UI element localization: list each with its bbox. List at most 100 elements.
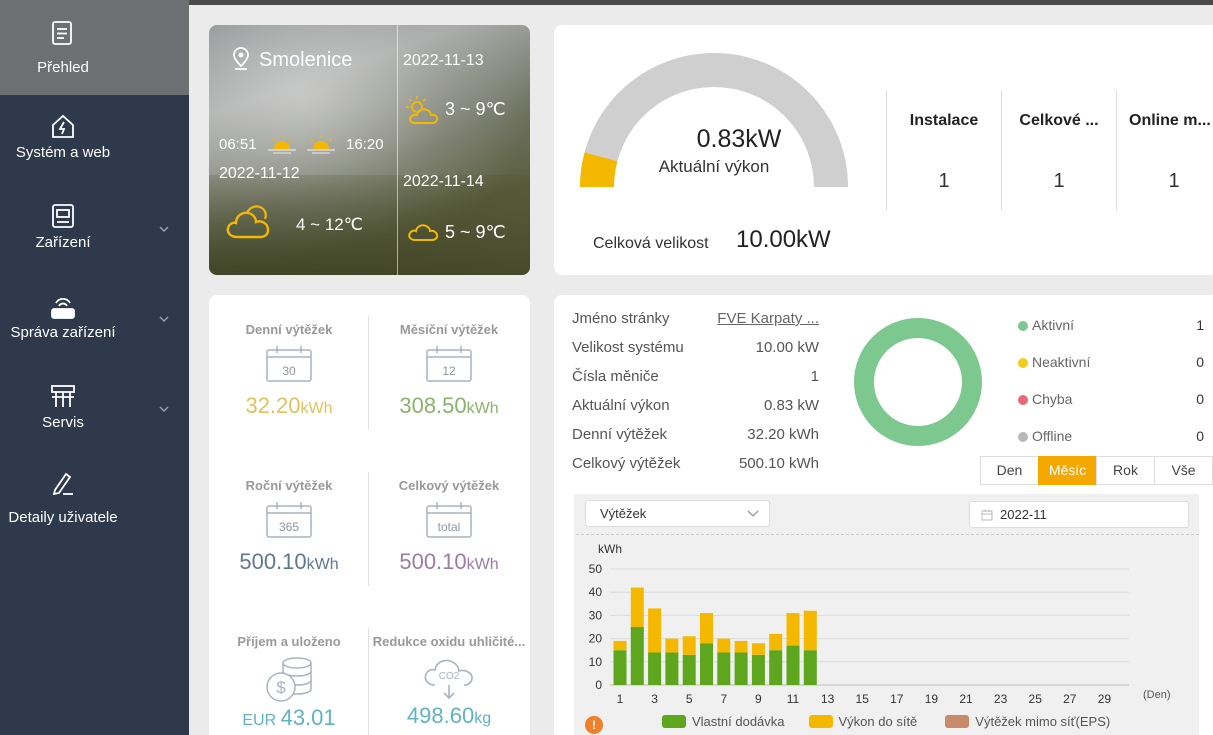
cloud-icon	[408, 224, 439, 241]
legend-count: 0	[1196, 391, 1204, 407]
bar-segment	[648, 652, 662, 685]
stat-title: Instalace	[909, 112, 979, 129]
chevron-down-icon	[747, 510, 759, 517]
bar-segment	[786, 645, 800, 685]
calendar-icon: total	[426, 502, 472, 538]
tab-all[interactable]: Vše	[1154, 456, 1213, 485]
tab-month[interactable]: Měsíc	[1038, 456, 1097, 485]
weather-location: Smolenice	[259, 49, 353, 71]
sidebar-item-system-web[interactable]: Systém a web	[0, 95, 189, 190]
chart-legend-item[interactable]: Výkon do sítě	[808, 714, 917, 729]
stat-title: Celkové ...	[1019, 112, 1099, 129]
top-bar	[0, 0, 1213, 5]
total-size-label: Celková velikost	[593, 235, 709, 252]
donut-segment-active	[854, 318, 982, 446]
calendar-icon: 365	[266, 502, 312, 538]
chevron-down-icon	[159, 226, 169, 232]
info-row-daily-yield: Denní výtěžek 32.20 kWh	[572, 426, 822, 446]
weather-divider	[397, 25, 398, 275]
sidebar-item-label: Zařízení	[35, 234, 91, 251]
info-row-current-power: Aktuální výkon 0.83 kW	[572, 397, 822, 417]
sidebar-item-label: Systém a web	[15, 144, 111, 161]
yield-divider	[368, 316, 369, 430]
x-tick-label: 27	[1063, 692, 1077, 706]
sidebar-item-label: Správa zařízení	[10, 324, 116, 341]
chart-legend: Vlastní dodávka Výkon do sítě Výtěžek mimo…	[662, 714, 1192, 732]
sidebar-item-user-details[interactable]: Detaily uživatele	[0, 460, 189, 555]
yield-divider	[368, 472, 369, 586]
legend-swatch	[945, 715, 970, 728]
service-icon	[0, 383, 126, 414]
tab-day[interactable]: Den	[980, 456, 1039, 485]
yield-currency: EUR	[242, 712, 281, 729]
sunset-icon	[307, 135, 335, 154]
chart-legend-item[interactable]: Vlastní dodávka	[662, 714, 785, 729]
y-tick-label: 50	[589, 562, 603, 576]
yield-number: 308.50	[399, 393, 467, 418]
legend-label: Aktivní	[1032, 317, 1075, 333]
info-value: 1	[810, 368, 819, 385]
calendar-icon-text: 30	[282, 364, 296, 378]
today-temperature: 4 ~ 12℃	[296, 215, 363, 234]
bar-segment	[648, 608, 662, 653]
yield-tile-income: Příjem a uloženo $ EUR 43.01	[209, 634, 369, 731]
bar-segment	[734, 652, 748, 685]
yield-value: 500.10kWh	[209, 549, 369, 575]
calendar-icon	[981, 509, 993, 521]
sidebar-item-overview[interactable]: Přehled	[0, 0, 189, 95]
info-key: Čísla měniče	[572, 368, 659, 385]
forecast-temperature: 3 ~ 9℃	[445, 99, 506, 119]
edit-user-icon	[0, 470, 126, 501]
yield-label: Příjem a uloženo	[237, 634, 341, 649]
y-tick-label: 40	[589, 585, 603, 599]
sidebar-item-label: Přehled	[37, 59, 89, 76]
x-axis-label: (Den)	[1143, 689, 1171, 701]
metric-select[interactable]: Výtěžek	[585, 500, 770, 527]
bar-segment	[803, 610, 817, 651]
y-tick-label: 0	[595, 678, 602, 692]
stat-value: 1	[1053, 170, 1065, 192]
stat-installation: Instalace 1	[886, 90, 1001, 210]
sidebar-item-service[interactable]: Servis	[0, 380, 189, 475]
site-name-link[interactable]: FVE Karpaty ...	[717, 310, 819, 327]
bar-segment	[803, 650, 817, 685]
yield-label: Celkový výtěžek	[398, 478, 500, 493]
month-picker-value: 2022-11	[1000, 507, 1047, 522]
legend-label: Chyba	[1032, 391, 1073, 407]
bar-segment	[751, 643, 765, 655]
yield-number: 500.10	[399, 549, 467, 574]
bar-segment	[769, 650, 783, 685]
cloud-icon	[226, 205, 270, 239]
info-value: 10.00 kW	[755, 339, 819, 356]
chevron-down-icon	[159, 316, 169, 322]
yield-number: 500.10	[239, 549, 307, 574]
tab-year[interactable]: Rok	[1096, 456, 1155, 485]
x-tick-label: 13	[821, 692, 835, 706]
info-key: Jméno stránky	[572, 310, 670, 327]
y-tick-label: 30	[589, 608, 603, 622]
calendar-icon: 30	[266, 346, 312, 382]
co2-cloud-icon: CO2	[424, 659, 473, 700]
yield-value: 498.60kg	[369, 703, 529, 729]
bar-segment	[717, 638, 731, 653]
sidebar-item-devices[interactable]: Zařízení	[0, 190, 189, 285]
chart-legend-item[interactable]: Výtěžek mimo síť(EPS)	[945, 714, 1110, 729]
sidebar-item-device-management[interactable]: Správa zařízení	[0, 285, 189, 380]
yield-divider	[368, 628, 369, 735]
yield-label: Redukce oxidu uhličité...	[372, 634, 526, 649]
yield-value: EUR 43.01	[209, 705, 369, 731]
legend-active: Aktivní 1	[1018, 317, 1208, 335]
home-bolt-icon	[0, 113, 126, 144]
status-donut	[854, 318, 982, 446]
warning-icon[interactable]: !	[585, 716, 603, 734]
today-date: 2022-11-12	[219, 165, 300, 182]
bar-segment	[665, 652, 679, 685]
current-power-label: Aktuální výkon	[658, 157, 770, 176]
co2-icon-text: CO2	[439, 671, 460, 682]
bar-segment	[751, 654, 765, 685]
bar-segment	[786, 613, 800, 646]
status-dot	[1018, 321, 1028, 331]
legend-inactive: Neaktivní 0	[1018, 354, 1208, 372]
month-picker[interactable]: 2022-11	[969, 501, 1189, 528]
legend-count: 1	[1196, 317, 1204, 333]
